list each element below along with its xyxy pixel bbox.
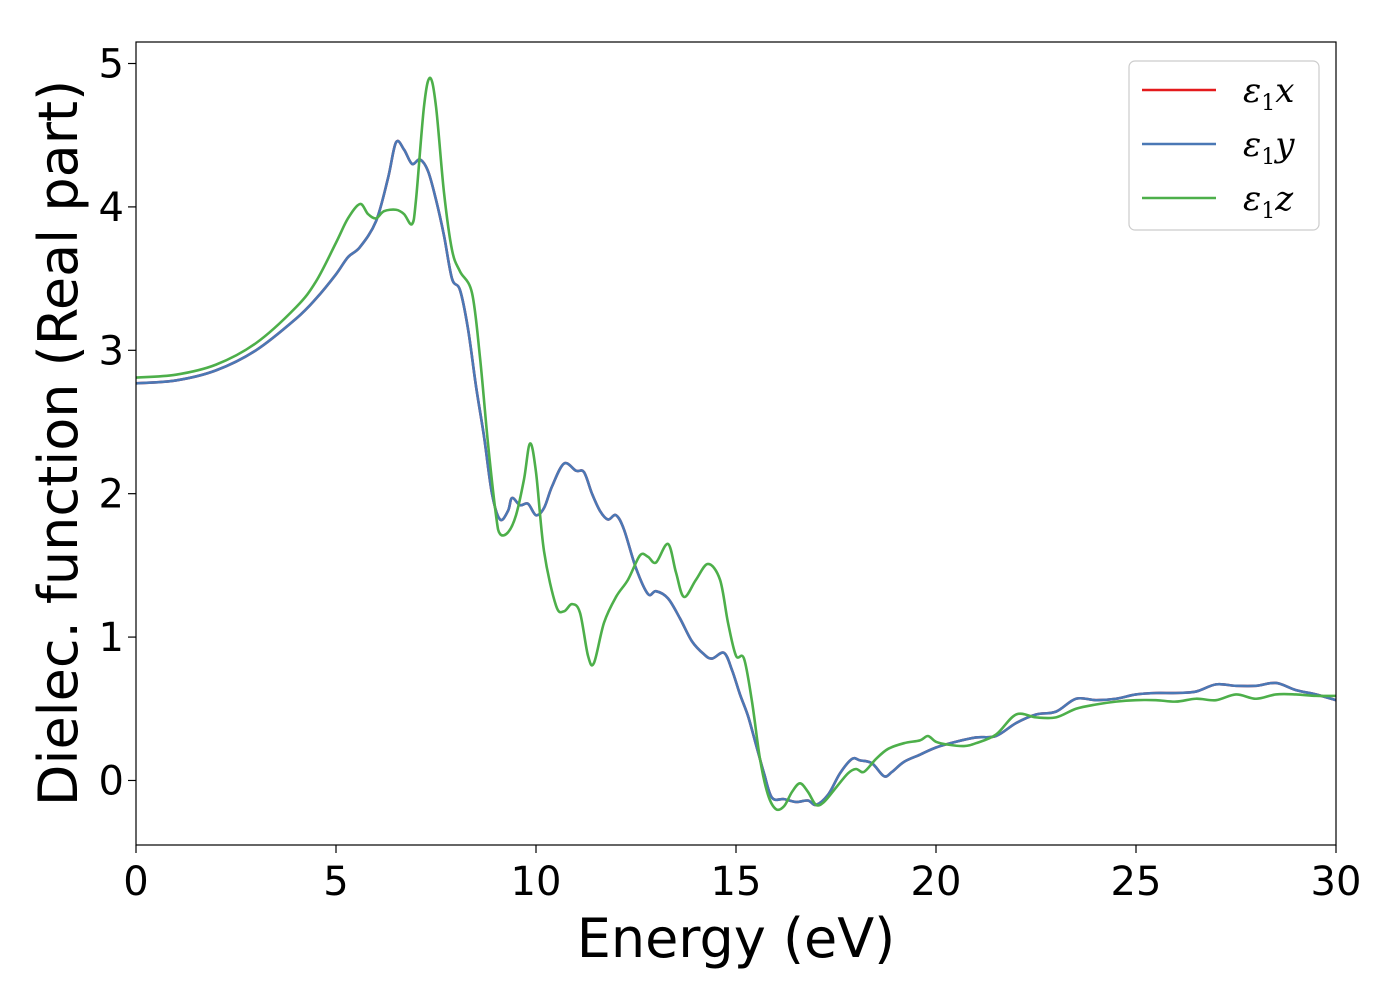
series-line-z [135, 76, 1337, 812]
x-tick-label: 15 [711, 859, 762, 905]
y-tick-label: 0 [99, 758, 124, 804]
y-axis-ticks: 0 1 2 3 4 5 [99, 42, 136, 804]
y-axis-label: Dielec. function (Real part) [27, 80, 90, 806]
legend-label-x: ε1x [1243, 71, 1294, 116]
series-line-y [135, 139, 1337, 807]
legend-label-y: ε1y [1243, 125, 1295, 170]
x-axis-label: Energy (eV) [577, 907, 896, 970]
y-tick-label: 5 [99, 42, 124, 88]
plot-lines [135, 76, 1337, 812]
y-tick-label: 4 [99, 185, 124, 231]
y-tick-label: 1 [99, 615, 124, 661]
legend-label-z: ε1z [1243, 179, 1294, 224]
y-tick-label: 3 [99, 328, 124, 374]
x-tick-label: 25 [1111, 859, 1162, 905]
x-tick-label: 20 [911, 859, 962, 905]
x-tick-label: 30 [1311, 859, 1362, 905]
legend: ε1x ε1y ε1z [1128, 60, 1320, 231]
y-tick-label: 2 [99, 472, 124, 518]
x-tick-label: 10 [511, 859, 562, 905]
x-tick-label: 5 [323, 859, 348, 905]
x-axis-ticks: 0 5 10 15 20 25 30 [123, 845, 1361, 905]
x-tick-label: 0 [123, 859, 148, 905]
legend-box [1128, 60, 1320, 231]
